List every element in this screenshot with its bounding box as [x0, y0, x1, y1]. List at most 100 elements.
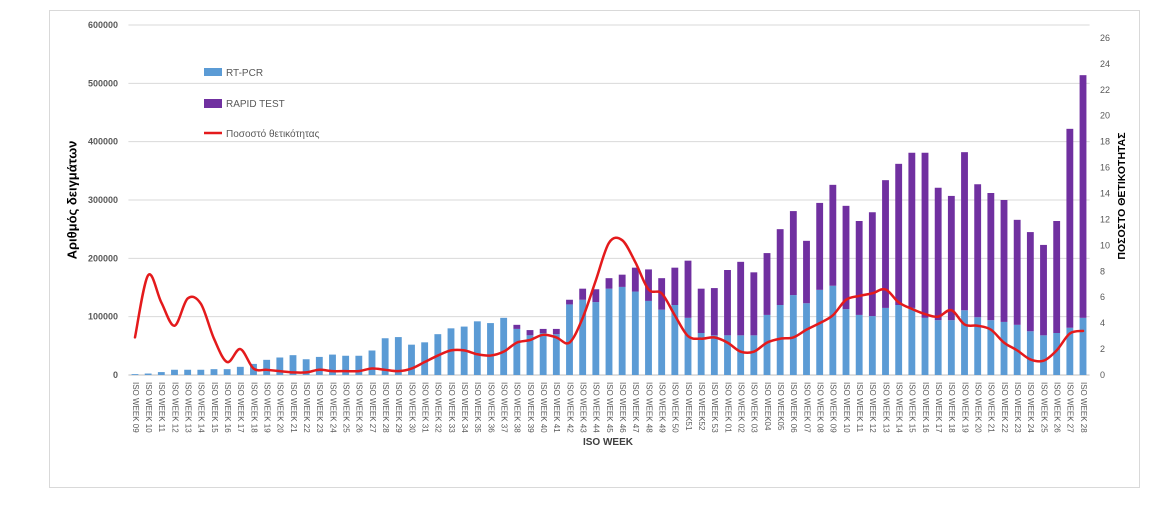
bar-rt-pcr: [737, 335, 745, 375]
bar-rt-pcr: [329, 354, 336, 375]
bar-rt-pcr: [710, 335, 718, 375]
bar-rt-pcr: [803, 303, 810, 375]
y2-tick-label: 2: [1100, 344, 1105, 354]
bar-rt-pcr: [974, 317, 982, 375]
y2-tick-label: 20: [1100, 111, 1110, 121]
y2-tick-label: 8: [1100, 266, 1105, 276]
x-tick-label: ISO WEEK 02: [737, 382, 746, 433]
bar-rt-pcr: [1040, 335, 1047, 375]
bar-rt-pcr: [763, 314, 771, 375]
bar-rt-pcr: [131, 374, 139, 375]
bar-rt-pcr: [513, 328, 521, 375]
bar-rt-pcr: [908, 307, 916, 375]
y-tick-label: 600000: [88, 20, 118, 30]
x-tick-label: ISO WEEK 01: [723, 382, 732, 433]
x-tick-label: ISO WEEK 27: [1066, 382, 1075, 433]
x-tick-label: ISO WEEK 10: [144, 382, 153, 433]
bar-rapid-test: [789, 211, 797, 296]
bar-rt-pcr: [947, 320, 955, 375]
bar-rt-pcr: [394, 337, 402, 375]
x-tick-label: ISO WEEK 43: [579, 382, 588, 433]
x-tick-label: ISO WEEK 25: [1039, 382, 1048, 433]
bar-rapid-test: [1079, 75, 1087, 318]
bar-rt-pcr: [882, 307, 889, 375]
y2-tick-label: 10: [1100, 240, 1110, 250]
bar-rapid-test: [592, 289, 600, 303]
x-tick-label: ISO WEEK 53: [710, 382, 719, 433]
x-tick-label: ISO WEEK 45: [605, 382, 614, 433]
x-tick-label: ISO WEEK 19: [263, 382, 272, 433]
y2-tick-label: 14: [1100, 189, 1110, 199]
x-tick-label: ISO WEEK 13: [184, 382, 193, 433]
y-axis-left: 0 100000 200000 300000 400000 500000 600000: [88, 20, 118, 380]
bar-rt-pcr: [1066, 327, 1074, 375]
y2-tick-label: 22: [1100, 85, 1110, 95]
bar-rt-pcr: [697, 333, 705, 375]
x-tick-label: ISO WEEK 47: [631, 382, 640, 433]
x-tick-label: ISO WEEK 16: [223, 382, 232, 433]
bar-rt-pcr: [829, 285, 837, 375]
bar-rt-pcr: [605, 288, 613, 375]
y-tick-label: 200000: [88, 253, 118, 263]
y-tick-label: 100000: [88, 312, 118, 322]
x-tick-label: ISO WEEK 38: [513, 382, 522, 433]
x-tick-label: ISO WEEK51: [684, 382, 693, 431]
bar-rt-pcr: [855, 314, 863, 375]
bar-rt-pcr: [487, 323, 494, 375]
bar-rapid-test: [829, 184, 837, 286]
bar-rt-pcr: [566, 304, 573, 375]
x-tick-label: ISO WEEK 18: [249, 382, 258, 433]
bar-rapid-test: [868, 212, 876, 317]
bar-rt-pcr: [447, 328, 455, 375]
y-tick-label: 400000: [88, 137, 118, 147]
y2-tick-label: 24: [1100, 59, 1110, 69]
legend-item-positivity: Ποσοστό θετικότητας: [204, 128, 320, 140]
x-tick-label: ISO WEEK 35: [473, 382, 482, 433]
bar-rt-pcr: [500, 317, 508, 375]
legend-swatch-rapid-test: [204, 99, 222, 108]
bar-rt-pcr: [355, 355, 363, 375]
x-tick-label: ISO WEEK 23: [315, 382, 324, 433]
bar-rapid-test: [1000, 200, 1008, 322]
positivity-line: [133, 236, 1085, 374]
x-tick-label: ISO WEEK 16: [921, 382, 930, 433]
bar-rt-pcr: [236, 366, 244, 375]
x-tick-label: ISO WEEK 09: [131, 382, 140, 433]
bar-rt-pcr: [1079, 317, 1087, 375]
bar-rapid-test: [552, 328, 560, 335]
legend-item-rt-pcr: RT-PCR: [204, 68, 263, 79]
bar-rt-pcr: [724, 335, 731, 375]
bar-rt-pcr: [684, 317, 692, 375]
bar-rt-pcr: [816, 289, 824, 375]
x-tick-label: ISO WEEK 46: [618, 382, 627, 433]
bar-rt-pcr: [921, 317, 929, 375]
x-axis: ISO WEEK 09 ISO WEEK 10 ISO WEEK 11 ISO WEE…: [131, 382, 1088, 433]
x-tick-label: ISO WEEK 34: [460, 382, 469, 433]
bar-rapid-test: [763, 253, 771, 315]
bar-rapid-test: [1040, 244, 1047, 336]
x-tick-label: ISO WEEK 24: [328, 382, 337, 433]
x-tick-label: ISO WEEK 21: [987, 382, 996, 433]
x-tick-label: ISO WEEK 12: [170, 382, 179, 433]
bar-rt-pcr: [421, 342, 429, 375]
bar-rapid-test: [645, 269, 652, 301]
legend-label-positivity: Ποσοστό θετικότητας: [226, 128, 320, 140]
bar-rapid-test: [697, 288, 705, 333]
bar-rapid-test: [513, 324, 521, 329]
legend: RT-PCR RAPID TEST Ποσοστό θετικότητας: [204, 68, 320, 140]
y2-tick-label: 4: [1100, 318, 1105, 328]
bar-rapid-test: [566, 299, 573, 305]
bar-rt-pcr: [276, 357, 284, 375]
bar-rapid-test: [526, 330, 534, 336]
x-tick-label: ISO WEEK 09: [829, 382, 838, 433]
x-tick-label: ISO WEEK 26: [1053, 382, 1062, 433]
x-tick-label: ISO WEEK 19: [960, 382, 969, 433]
x-tick-label: ISO WEEK 03: [750, 382, 759, 433]
bar-rapid-test: [987, 193, 995, 321]
bar-rapid-test: [961, 152, 968, 311]
legend-label-rt-pcr: RT-PCR: [226, 68, 263, 79]
bar-rt-pcr: [144, 373, 152, 375]
x-tick-label: ISO WEEK04: [763, 382, 772, 431]
bar-rt-pcr: [645, 300, 652, 375]
